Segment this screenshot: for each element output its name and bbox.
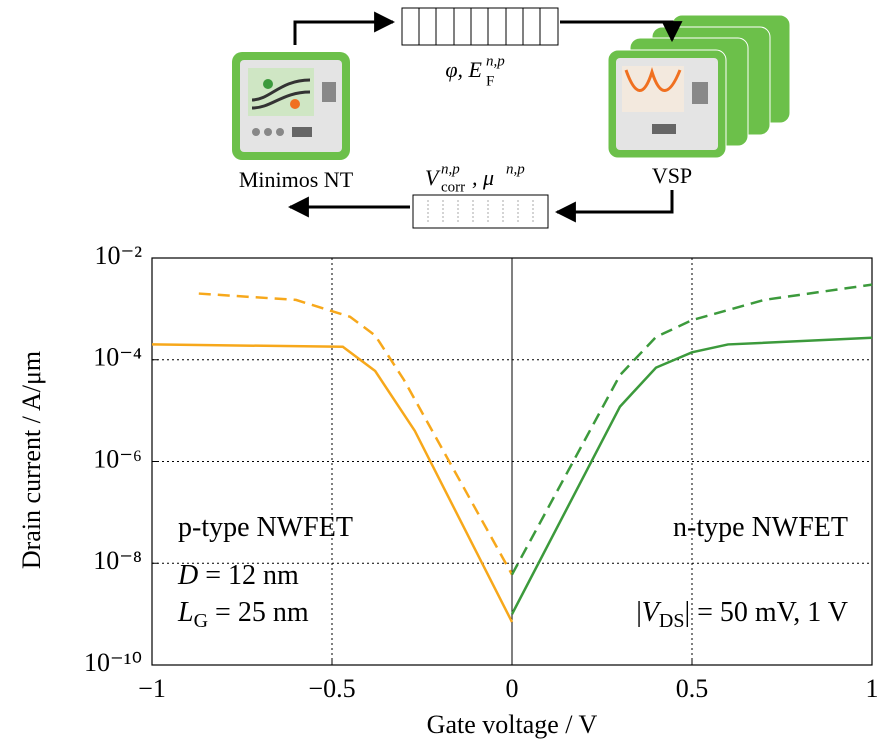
bottom-label-sup: n,p xyxy=(441,161,460,177)
annotation-part: | = 50 mV, 1 V xyxy=(684,597,848,628)
annotation-part: DS xyxy=(659,610,685,632)
x-tick-label: 0.5 xyxy=(676,674,709,703)
minimos-icon xyxy=(232,52,350,160)
annotation: |VDS| = 50 mV, 1 V xyxy=(636,597,848,631)
series-line xyxy=(151,343,514,623)
bottom-label-sub: corr xyxy=(441,179,465,195)
x-tick-label: −1 xyxy=(138,674,166,703)
annotation: n-type NWFET xyxy=(673,512,848,543)
vsp-label: VSP xyxy=(652,163,692,188)
x-tick-label: −0.5 xyxy=(308,674,355,703)
annotation-part: D xyxy=(177,560,198,591)
bottom-label: V xyxy=(425,165,441,190)
y-tick-label: 10⁻⁶ xyxy=(93,444,142,473)
series-line xyxy=(510,336,873,615)
top-label-sub: F xyxy=(486,73,494,89)
annotation: LG = 25 nm xyxy=(177,597,309,631)
top-label: φ, E xyxy=(445,57,482,82)
annotation-part: = 25 nm xyxy=(208,597,309,628)
data-box-top xyxy=(401,7,559,46)
series-line xyxy=(198,292,514,576)
bottom-label-sup2: n,p xyxy=(506,161,525,177)
x-tick-label: 0 xyxy=(506,674,519,703)
y-tick-label: 10⁻⁸ xyxy=(93,546,142,575)
bottom-label-2: , μ xyxy=(472,165,494,190)
annotation-part: G xyxy=(194,610,208,632)
y-tick-label: 10⁻¹⁰ xyxy=(84,648,142,677)
plot-frame xyxy=(151,257,873,666)
minimos-label: Minimos NT xyxy=(239,167,354,192)
annotation-part: = 12 nm xyxy=(198,560,299,591)
annotation-part: p-type NWFET xyxy=(178,512,353,543)
annotation-part: n-type NWFET xyxy=(673,512,848,543)
annotation-part: V xyxy=(642,597,662,628)
data-box-bottom xyxy=(412,194,549,229)
diagram: Minimos NT VSP φ, E n,p F V n,p corr , μ… xyxy=(232,7,791,229)
annotation-part: L xyxy=(177,597,194,628)
vsp-icon xyxy=(607,14,791,159)
y-tick-label: 10⁻² xyxy=(94,241,142,270)
x-tick-label: 1 xyxy=(866,674,879,703)
annotation-part: | xyxy=(636,597,642,628)
annotation: p-type NWFET xyxy=(178,512,353,543)
arrows xyxy=(287,11,683,223)
y-tick-label: 10⁻⁴ xyxy=(93,343,142,372)
x-axis-label: Gate voltage / V xyxy=(427,710,598,739)
top-label-sup: n,p xyxy=(486,53,505,69)
annotation: D = 12 nm xyxy=(177,560,299,591)
y-axis-label: Drain current / A/μm xyxy=(17,351,46,569)
